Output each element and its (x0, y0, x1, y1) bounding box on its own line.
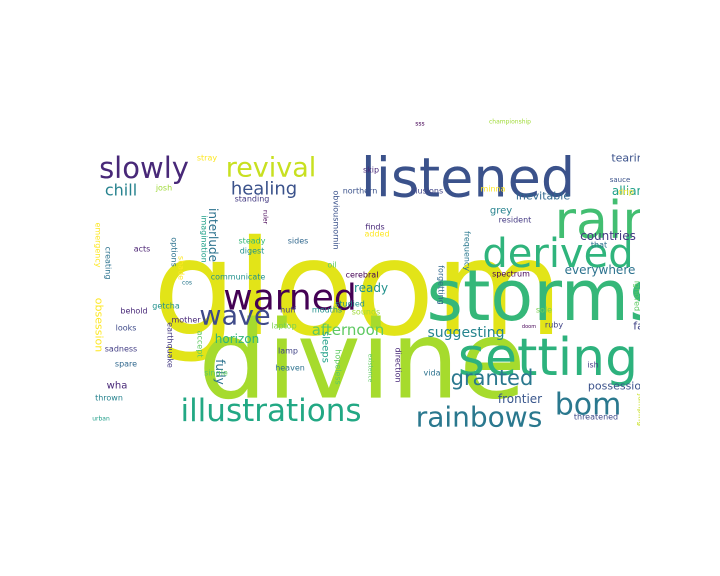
word-horizon: horizon (215, 332, 259, 346)
word-northern: northern (343, 187, 378, 196)
word-storms: storms (427, 255, 640, 337)
word-earthquake: earthquake (166, 322, 175, 368)
word-derived: derived (482, 231, 633, 277)
word-obviousmornin: obviousmornin (332, 190, 341, 249)
word-studied: studied (335, 300, 365, 309)
word-acts: acts (134, 245, 151, 254)
word-accept: accept (196, 331, 205, 358)
word-drip: drip (618, 188, 634, 197)
word-sides: sides (288, 237, 309, 246)
word-rain: rain (555, 191, 640, 251)
word-huff: huff (280, 306, 296, 315)
word-sounds: sounds (352, 308, 380, 317)
word-cloud: gloomdivinestorms listened setting rainderi… (80, 115, 641, 431)
word-afternoon: afternoon (312, 321, 385, 339)
word-finds: finds (365, 223, 384, 232)
word-that: that (591, 241, 607, 250)
word-jumping: jumping (637, 393, 641, 427)
word-heaven: heaven (275, 364, 305, 373)
word-wave: wave (199, 301, 270, 332)
word-cos: cos (182, 280, 192, 287)
word-frontier: frontier (498, 392, 542, 406)
word-championship: championship (489, 119, 531, 126)
word-direction: direction (394, 347, 403, 382)
word-vida: vida (424, 369, 441, 378)
word-spare: spare (115, 360, 137, 369)
word-lamp: lamp (278, 347, 298, 356)
word-bom: bom (555, 388, 622, 423)
word-divine: divine (198, 299, 525, 424)
word-interlude: interlude (206, 208, 220, 262)
word-possession: possession (588, 380, 640, 393)
word-doom: doom (522, 324, 536, 330)
word-gloom: gloom (153, 212, 564, 366)
word-inevitable: inevitable (516, 190, 570, 203)
word-sadness: sadness (105, 345, 137, 354)
word-ignored: ignored (633, 281, 641, 311)
word-options: options (170, 237, 179, 266)
word-mother: mother (171, 316, 201, 325)
word-digest: digest (240, 247, 265, 256)
word-illusions: illusions (411, 187, 443, 196)
word-suggesting: suggesting (428, 325, 505, 341)
word-standing: standing (235, 195, 270, 204)
word-steady: steady (239, 237, 266, 246)
word-ruler: ruler (262, 210, 269, 225)
word-getcha: getcha (152, 302, 180, 311)
word-resident: resident (499, 216, 532, 225)
word-behold: behold (120, 307, 147, 316)
word-obsession: obsession (93, 298, 106, 352)
word-grey: grey (490, 206, 512, 217)
word-farewell: farewell (633, 320, 640, 333)
word-thrown: thrown (95, 394, 123, 403)
word-ish: ish (587, 361, 598, 370)
word-cloud-canvas: gloomdivinestorms listened setting rainderi… (92, 119, 641, 431)
word-oil: oil (327, 261, 336, 270)
word-tearing: tearing (611, 152, 640, 165)
word-slowly: slowly (99, 151, 189, 185)
word-setting: setting (458, 328, 638, 388)
word-spectrum: spectrum (492, 270, 530, 279)
word-cerebral: cerebral (346, 271, 379, 280)
word-rainbows: rainbows (416, 401, 543, 431)
word-revival: revival (226, 153, 317, 184)
word-sauce: sauce (610, 176, 631, 184)
word-looks: looks (116, 324, 137, 333)
word-mouths: mouths (312, 306, 342, 315)
word-imagination: imagination (200, 215, 209, 263)
word-ready: ready (354, 281, 388, 295)
word-sole: sole (536, 306, 552, 315)
word-josh: josh (155, 184, 172, 193)
word-sss: sss (415, 121, 424, 128)
word-minna: minna (480, 185, 505, 194)
word-skip: skip (363, 166, 379, 175)
word-urban: urban (92, 416, 110, 423)
word-single: single (204, 369, 228, 378)
word-frequency: frequency (463, 231, 472, 271)
word-emergency: emergency (94, 223, 103, 268)
word-existence: existence (367, 354, 374, 383)
word-stray: stray (197, 154, 217, 163)
word-threatened: threatened (574, 413, 618, 422)
word-added: added (364, 230, 389, 239)
word-shade: shade (177, 256, 186, 280)
word-hopeless: hopeless (334, 349, 343, 384)
word-granted: granted (451, 366, 534, 390)
word-laptop: laptop (271, 322, 296, 331)
word-countries: countries (580, 229, 636, 243)
word-illustrations: illustrations (180, 393, 361, 429)
word-healing: healing (231, 179, 297, 200)
word-creating: creating (104, 247, 113, 280)
word-everywhere: everywhere (565, 263, 636, 277)
word-chill: chill (105, 181, 137, 200)
word-communicate: communicate (211, 273, 266, 282)
word-warned: warned (223, 278, 357, 319)
word-listened: listened (361, 147, 575, 210)
word-sleeps: sleeps (320, 331, 331, 363)
word-wha: wha (107, 381, 128, 392)
word-fully: fully (213, 359, 227, 385)
word-alliance: alliance (612, 184, 640, 198)
word-forgetting: forgetting (437, 265, 446, 305)
word-ruby: ruby (545, 321, 563, 330)
